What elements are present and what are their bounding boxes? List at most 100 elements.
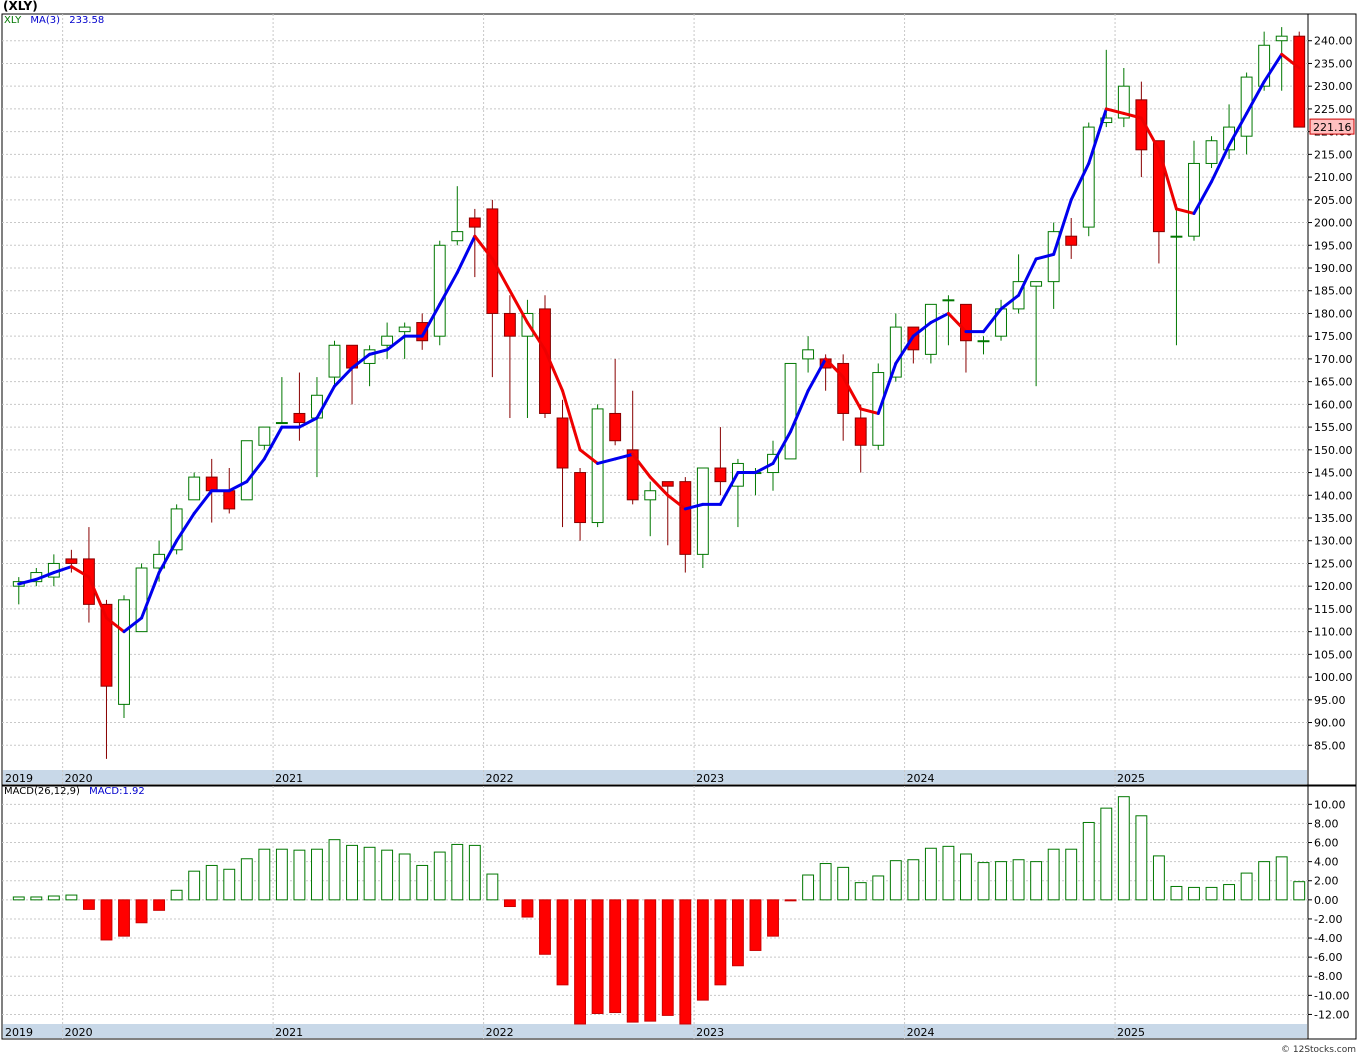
macd-tick-label: -4.00 — [1314, 932, 1342, 945]
macd-bar — [1100, 807, 1113, 901]
macd-bar — [1293, 881, 1306, 901]
ma-line-segment — [297, 416, 319, 429]
macd-bar — [1205, 886, 1218, 901]
candle-body — [188, 476, 201, 501]
price-tick-label: 240.00 — [1314, 35, 1353, 48]
year-label: 2021 — [275, 772, 303, 785]
candle-body — [433, 244, 446, 337]
ma-line-segment — [104, 616, 126, 634]
ma-line-segment — [911, 321, 933, 338]
macd-bar — [521, 899, 534, 918]
price-tick-label: 200.00 — [1314, 217, 1353, 230]
macd-bar — [819, 863, 832, 901]
candle-body — [1258, 44, 1271, 87]
ma-line-segment — [140, 571, 161, 620]
ma-line-segment — [157, 539, 179, 575]
ma-line-segment — [227, 480, 249, 493]
macd-axis-frame — [1307, 785, 1357, 1040]
price-tick-label: 150.00 — [1314, 444, 1353, 457]
ma-line-segment — [876, 361, 898, 415]
macd-bar — [1258, 861, 1271, 901]
ma-line-segment — [841, 375, 863, 411]
macd-bar — [924, 847, 937, 901]
year-label: 2025 — [1117, 1026, 1145, 1039]
macd-bar — [644, 899, 657, 1022]
price-tick-label: 155.00 — [1314, 421, 1353, 434]
price-tick-label: 170.00 — [1314, 353, 1353, 366]
macd-bar — [714, 899, 727, 986]
ma-line-segment — [894, 334, 915, 365]
macd-bar — [854, 882, 867, 901]
price-tick-label: 235.00 — [1314, 57, 1353, 70]
candle-body — [714, 467, 727, 483]
candle-body — [609, 412, 622, 442]
candle-body — [1170, 235, 1183, 238]
candle-body — [802, 349, 815, 360]
price-tick-label: 210.00 — [1314, 171, 1353, 184]
ma-line-segment — [1069, 161, 1091, 202]
candle-body — [381, 335, 394, 346]
candle-body — [1152, 140, 1165, 233]
macd-bar — [82, 899, 95, 910]
candle-body — [65, 558, 78, 564]
candle-body — [1065, 235, 1078, 246]
year-label: 2023 — [696, 772, 724, 785]
candle-body — [644, 490, 657, 501]
macd-bar — [416, 864, 429, 901]
macd-bar — [679, 899, 692, 1025]
macd-bar — [1047, 848, 1060, 901]
macd-bar — [661, 899, 674, 1016]
year-label: 2024 — [907, 1026, 935, 1039]
candle-body — [942, 299, 955, 302]
year-label: 2019 — [5, 772, 33, 785]
year-label: 2021 — [275, 1026, 303, 1039]
ma-line-segment — [87, 575, 108, 620]
year-label: 2025 — [1117, 772, 1145, 785]
macd-bar — [223, 868, 236, 901]
price-tick-label: 225.00 — [1314, 103, 1353, 116]
ma-line-segment — [683, 502, 705, 511]
macd-tick-label: 6.00 — [1314, 837, 1339, 850]
ma-line-segment — [929, 311, 950, 325]
candle-body — [258, 426, 271, 446]
ma-line-segment — [1034, 252, 1056, 261]
price-tick-label: 190.00 — [1314, 262, 1353, 275]
ma-line-segment — [999, 293, 1021, 311]
ma-line-segment — [368, 348, 389, 356]
candle-body — [977, 340, 990, 343]
ma-line-segment — [175, 511, 196, 543]
price-axis-frame — [1307, 13, 1357, 786]
macd-bar — [188, 870, 201, 901]
ma-line-segment — [771, 430, 793, 465]
macd-bar — [574, 899, 587, 1025]
ma-line-segment — [1262, 52, 1284, 84]
candle-body — [1030, 281, 1043, 287]
macd-bar — [1275, 856, 1288, 901]
ma-line-segment — [1227, 111, 1249, 147]
price-tick-label: 130.00 — [1314, 535, 1353, 548]
price-tick-label: 90.00 — [1314, 717, 1346, 730]
macd-bar — [1240, 872, 1253, 901]
ma-line-segment — [631, 452, 652, 479]
year-label: 2022 — [486, 772, 514, 785]
candle-body — [679, 481, 692, 555]
candle-body — [1082, 126, 1095, 228]
ma-line-segment — [789, 389, 810, 434]
last-price-box — [1309, 118, 1355, 135]
macd-bar — [837, 866, 850, 901]
ma-line-segment — [350, 352, 372, 370]
legend-ticker: XLY — [4, 15, 22, 26]
price-tick-label: 115.00 — [1314, 603, 1353, 616]
legend-macd-label: MACD(26,12,9) — [4, 786, 80, 797]
macd-tick-label: -2.00 — [1314, 913, 1342, 926]
macd-bar — [995, 861, 1007, 901]
year-label: 2024 — [907, 772, 935, 785]
ma-line-segment — [946, 311, 968, 334]
macd-bar — [293, 849, 306, 901]
ma-line-segment — [508, 289, 529, 325]
macd-date-band — [3, 1024, 1307, 1038]
candle-body — [1293, 35, 1306, 128]
year-label: 2020 — [65, 1026, 93, 1039]
macd-bar — [503, 899, 516, 908]
